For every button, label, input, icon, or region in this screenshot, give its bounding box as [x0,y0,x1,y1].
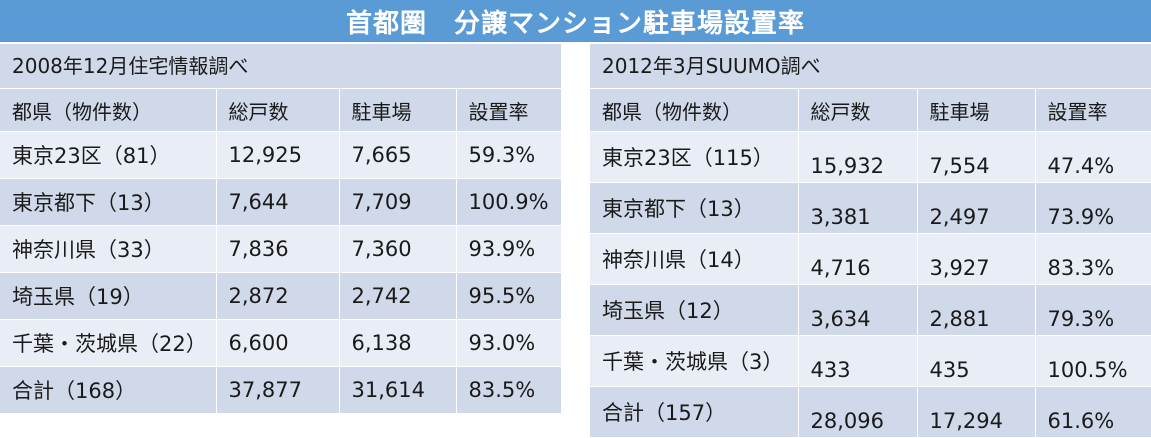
value-cell: 100.5% [1035,335,1151,387]
value-cell: 6,138 [339,319,457,367]
value-cell: 7,644 [216,178,340,226]
table-row: 東京都下（13） 3,381 2,497 73.9% [590,182,1151,234]
value-cell: 73.9% [1035,182,1151,234]
table-row: 合計（168） 37,877 31,614 83.5% [0,366,561,414]
value-cell: 7,665 [339,131,457,179]
column-header: 都県（物件数） [0,89,217,132]
region-cell: 東京都下（13） [0,178,217,226]
source-label: 2008年12月住宅情報調べ [0,44,561,89]
region-cell: 合計（168） [0,366,217,414]
column-header: 駐車場 [917,89,1036,132]
value-cell: 93.0% [456,319,561,367]
column-header: 総戸数 [798,89,918,132]
value-cell: 3,634 [798,284,918,336]
column-header: 駐車場 [339,89,457,132]
table-header-row: 都県（物件数） 総戸数 駐車場 設置率 [0,89,561,132]
survey-2008-panel: 2008年12月住宅情報調べ 都県（物件数） 総戸数 駐車場 設置率 東京23区（81）… [0,44,561,414]
value-cell: 79.3% [1035,284,1151,336]
value-cell: 15,932 [798,131,918,183]
column-header: 総戸数 [216,89,340,132]
value-cell: 7,836 [216,225,340,273]
value-cell: 2,497 [917,182,1036,234]
value-cell: 4,716 [798,233,918,285]
region-cell: 埼玉県（12） [590,284,799,336]
value-cell: 2,742 [339,272,457,320]
region-cell: 東京23区（115） [590,131,799,183]
title-banner: 首都圏 分譲マンション駐車場設置率 [0,0,1151,42]
value-cell: 95.5% [456,272,561,320]
table-row: 神奈川県（33） 7,836 7,360 93.9% [0,225,561,273]
value-cell: 17,294 [917,386,1036,438]
value-cell: 7,554 [917,131,1036,183]
region-cell: 東京都下（13） [590,182,799,234]
survey-2008-table: 都県（物件数） 総戸数 駐車場 設置率 東京23区（81） 12,925 7,665 59.3… [0,89,561,414]
value-cell: 3,927 [917,233,1036,285]
value-cell: 7,360 [339,225,457,273]
table-row: 神奈川県（14） 4,716 3,927 83.3% [590,233,1151,285]
table-row: 合計（157） 28,096 17,294 61.6% [590,386,1151,438]
value-cell: 7,709 [339,178,457,226]
table-row: 千葉・茨城県（3） 433 435 100.5% [590,335,1151,387]
page-title: 首都圏 分譲マンション駐車場設置率 [345,8,805,39]
value-cell: 83.5% [456,366,561,414]
value-cell: 3,381 [798,182,918,234]
region-cell: 千葉・茨城県（3） [590,335,799,387]
region-cell: 合計（157） [590,386,799,438]
value-cell: 2,872 [216,272,340,320]
value-cell: 433 [798,335,918,387]
value-cell: 435 [917,335,1036,387]
column-header: 設置率 [1035,89,1151,132]
region-cell: 埼玉県（19） [0,272,217,320]
value-cell: 6,600 [216,319,340,367]
region-cell: 神奈川県（33） [0,225,217,273]
region-cell: 千葉・茨城県（22） [0,319,217,367]
table-row: 東京23区（81） 12,925 7,665 59.3% [0,131,561,179]
table-row: 埼玉県（19） 2,872 2,742 95.5% [0,272,561,320]
table-row: 埼玉県（12） 3,634 2,881 79.3% [590,284,1151,336]
value-cell: 28,096 [798,386,918,438]
value-cell: 59.3% [456,131,561,179]
table-row: 東京都下（13） 7,644 7,709 100.9% [0,178,561,226]
table-row: 千葉・茨城県（22） 6,600 6,138 93.0% [0,319,561,367]
value-cell: 37,877 [216,366,340,414]
value-cell: 31,614 [339,366,457,414]
value-cell: 61.6% [1035,386,1151,438]
table-header-row: 都県（物件数） 総戸数 駐車場 設置率 [590,89,1151,132]
region-cell: 神奈川県（14） [590,233,799,285]
survey-2012-panel: 2012年3月SUUMO調べ 都県（物件数） 総戸数 駐車場 設置率 東京23区（115… [590,44,1151,438]
column-header: 設置率 [456,89,561,132]
value-cell: 93.9% [456,225,561,273]
table-row: 東京23区（115） 15,932 7,554 47.4% [590,131,1151,183]
value-cell: 47.4% [1035,131,1151,183]
source-label: 2012年3月SUUMO調べ [590,44,1151,89]
value-cell: 83.3% [1035,233,1151,285]
value-cell: 2,881 [917,284,1036,336]
region-cell: 東京23区（81） [0,131,217,179]
column-header: 都県（物件数） [590,89,799,132]
survey-2012-table: 都県（物件数） 総戸数 駐車場 設置率 東京23区（115） 15,932 7,554 47.… [590,89,1151,438]
value-cell: 100.9% [456,178,561,226]
value-cell: 12,925 [216,131,340,179]
